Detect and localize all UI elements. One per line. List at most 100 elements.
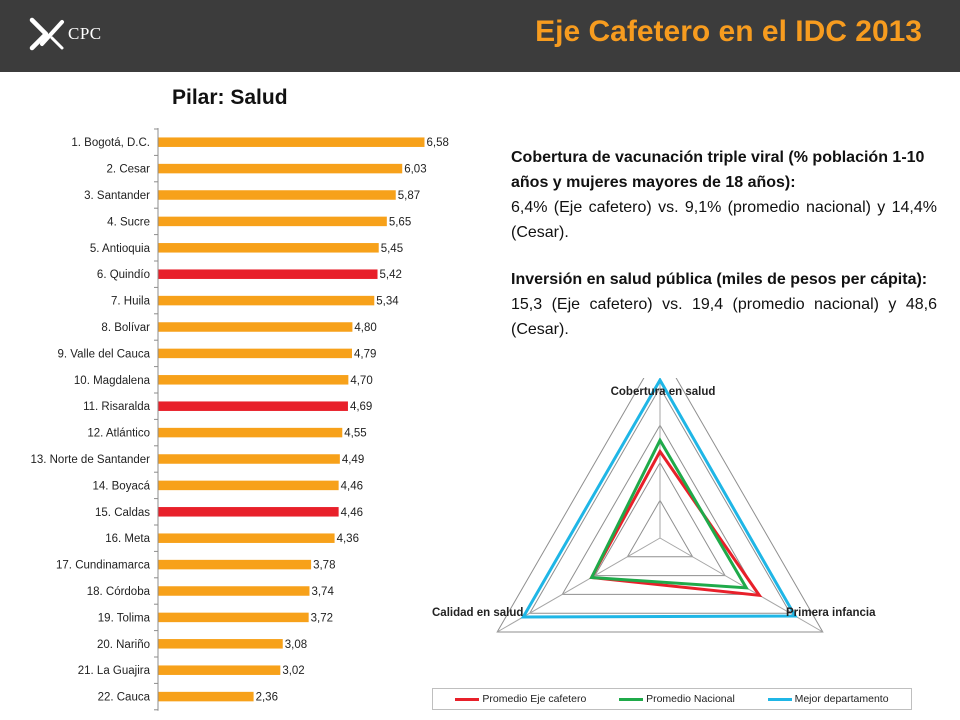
bar	[158, 137, 425, 147]
info-investment-heading: Inversión en salud pública (miles de pes…	[511, 271, 928, 288]
radar-legend: Promedio Eje cafetero Promedio Nacional …	[432, 688, 912, 710]
value-label: 3,08	[285, 639, 307, 651]
value-label: 6,58	[427, 137, 449, 149]
category-label: 6. Quindío	[97, 269, 150, 281]
value-label: 6,03	[404, 164, 426, 176]
legend-item-mejor: Mejor departamento	[767, 693, 889, 705]
category-label: 18. Córdoba	[87, 586, 151, 598]
category-label: 11. Risaralda	[83, 401, 151, 413]
legend-swatch-eje	[455, 697, 480, 701]
category-label: 12. Atlántico	[87, 428, 150, 440]
value-label: 3,02	[282, 665, 304, 677]
radar-grid-ring	[528, 386, 792, 614]
legend-label-mejor: Mejor departamento	[794, 693, 889, 705]
category-label: 8. Bolívar	[101, 322, 150, 334]
bar	[158, 480, 339, 491]
category-label: 7. Huila	[111, 296, 151, 308]
category-label: 1. Bogotá, D.C.	[71, 137, 150, 149]
category-label: 14. Boyacá	[92, 480, 150, 492]
category-label: 15. Caldas	[95, 507, 150, 519]
radar-grid-ring	[561, 424, 759, 595]
bar	[158, 375, 349, 385]
info-investment: Inversión en salud pública (miles de pes…	[511, 267, 937, 342]
bar	[158, 216, 387, 227]
value-label: 4,79	[354, 348, 376, 360]
legend-item-eje: Promedio Eje cafetero	[455, 693, 586, 705]
category-label: 17. Cundinamarca	[56, 560, 151, 572]
value-label: 3,72	[311, 612, 333, 624]
value-label: 3,78	[313, 560, 335, 572]
category-label: 9. Valle del Cauca	[58, 348, 151, 360]
value-label: 4,80	[354, 322, 376, 334]
radar-axis-label: Primera infancia	[786, 607, 876, 619]
info-investment-body: 15,3 (Eje cafetero) vs. 19,4 (promedio n…	[511, 296, 937, 338]
value-label: 5,45	[381, 243, 403, 255]
bar	[158, 586, 310, 596]
bar	[158, 533, 335, 543]
legend-item-nacional: Promedio Nacional	[619, 693, 735, 705]
bar	[158, 427, 343, 438]
bar	[158, 665, 281, 675]
radar-axis-label: Calidad en salud	[432, 607, 523, 619]
value-label: 5,34	[376, 296, 399, 308]
value-label: 4,49	[342, 454, 364, 466]
radar-series-line	[520, 378, 798, 619]
value-label: 5,42	[380, 269, 402, 281]
bar	[158, 691, 254, 702]
category-label: 16. Meta	[105, 533, 150, 545]
category-label: 4. Sucre	[107, 216, 150, 228]
bar	[158, 612, 309, 623]
value-label: 4,46	[341, 507, 363, 519]
bar	[158, 190, 396, 200]
legend-label-nacional: Promedio Nacional	[646, 693, 735, 705]
radar-axis-label: Cobertura en salud	[611, 386, 716, 398]
cpc-logo-icon	[29, 17, 64, 51]
category-label: 20. Nariño	[97, 639, 150, 651]
legend-swatch-mejor	[767, 697, 792, 701]
radar-grid-ring	[626, 499, 694, 558]
page-title: Eje Cafetero en el IDC 2013	[535, 15, 922, 48]
category-label: 10. Magdalena	[74, 375, 151, 387]
bar	[158, 507, 339, 517]
value-label: 3,74	[311, 586, 334, 598]
chart-subtitle: Pilar: Salud	[172, 86, 288, 109]
logo-text: CPC	[68, 24, 102, 43]
radar-grid-ring	[594, 461, 726, 577]
value-label: 4,46	[341, 480, 363, 492]
category-label: 2. Cesar	[107, 164, 151, 176]
category-label: 5. Antioquia	[90, 243, 151, 255]
bar	[158, 401, 348, 411]
category-label: 19. Tolima	[98, 612, 151, 624]
bar	[158, 322, 353, 332]
category-label: 22. Cauca	[98, 692, 151, 704]
bar	[158, 243, 379, 253]
bar	[158, 295, 375, 306]
value-label: 4,55	[344, 428, 366, 440]
info-panel: Cobertura de vacunación triple viral (% …	[511, 145, 937, 364]
radar-series-line	[589, 448, 763, 598]
radar-series-line	[589, 437, 750, 590]
bar	[158, 559, 312, 570]
info-vaccination-body: 6,4% (Eje cafetero) vs. 9,1% (promedio n…	[511, 199, 937, 241]
category-label: 3. Santander	[84, 190, 150, 202]
legend-label-eje: Promedio Eje cafetero	[482, 693, 587, 705]
value-label: 2,36	[256, 692, 278, 704]
bar	[158, 348, 353, 359]
radar-chart: Cobertura en salud Primera infancia Calida…	[432, 378, 876, 633]
category-label: 13. Norte de Santander	[30, 454, 150, 466]
info-vaccination: Cobertura de vacunación triple viral (% …	[511, 145, 937, 245]
value-label: 4,70	[350, 375, 372, 387]
bar	[158, 269, 378, 279]
category-label: 21. La Guajira	[78, 665, 151, 677]
header-bar: CPC Eje Cafetero en el IDC 2013	[0, 0, 960, 72]
value-label: 4,69	[350, 401, 372, 413]
bar	[158, 163, 403, 174]
bar-chart: 1. Bogotá, D.C. 6,58 2. Cesar 6,03 3. Santan…	[30, 128, 449, 711]
info-vaccination-heading: Cobertura de vacunación triple viral (% …	[511, 149, 925, 191]
value-label: 5,87	[398, 190, 420, 202]
legend-swatch-nacional	[619, 697, 644, 701]
bar	[158, 639, 283, 649]
radar-grid-ring	[496, 378, 824, 633]
value-label: 5,65	[389, 216, 411, 228]
bar	[158, 454, 340, 464]
